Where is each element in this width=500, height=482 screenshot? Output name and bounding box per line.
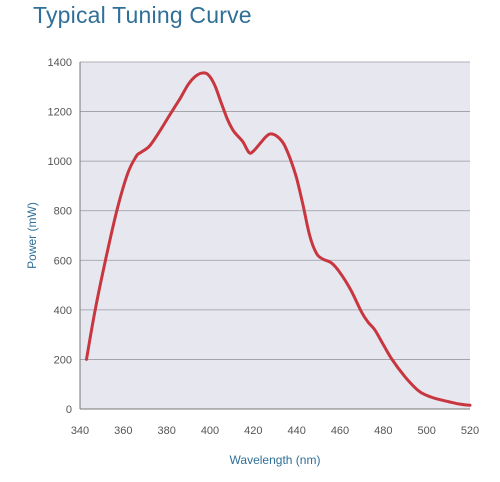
y-tick-label: 0 <box>66 404 72 416</box>
y-axis-label: Power (mW) <box>25 202 39 269</box>
x-tick-label: 460 <box>331 425 349 437</box>
axes <box>79 62 470 410</box>
y-tick-label: 800 <box>54 206 72 218</box>
x-tick-label: 480 <box>374 425 392 437</box>
chart-title: Typical Tuning Curve <box>33 2 252 28</box>
y-tick-label: 200 <box>54 354 72 366</box>
plot-area <box>80 62 470 409</box>
x-tick-label: 520 <box>461 425 479 437</box>
y-tick-label: 1400 <box>48 57 72 69</box>
y-tick-label: 1000 <box>48 156 72 168</box>
x-tick-label: 420 <box>244 425 262 437</box>
x-tick-label: 380 <box>157 425 175 437</box>
grid-lines <box>80 61 470 360</box>
y-tick-label: 1200 <box>48 107 72 119</box>
y-tick-label: 600 <box>54 255 72 267</box>
x-axis-label: Wavelength (nm) <box>230 453 321 467</box>
x-tick-label: 400 <box>201 425 219 437</box>
x-tick-label: 340 <box>71 425 89 437</box>
tick-labels: 0 200 400 600 800 1000 1200 1400 340 360 380 400 420… <box>48 57 480 437</box>
series-line-power <box>85 71 472 407</box>
x-tick-label: 360 <box>114 425 132 437</box>
y-tick-label: 400 <box>54 305 72 317</box>
x-tick-label: 440 <box>287 425 305 437</box>
x-tick-label: 500 <box>417 425 435 437</box>
